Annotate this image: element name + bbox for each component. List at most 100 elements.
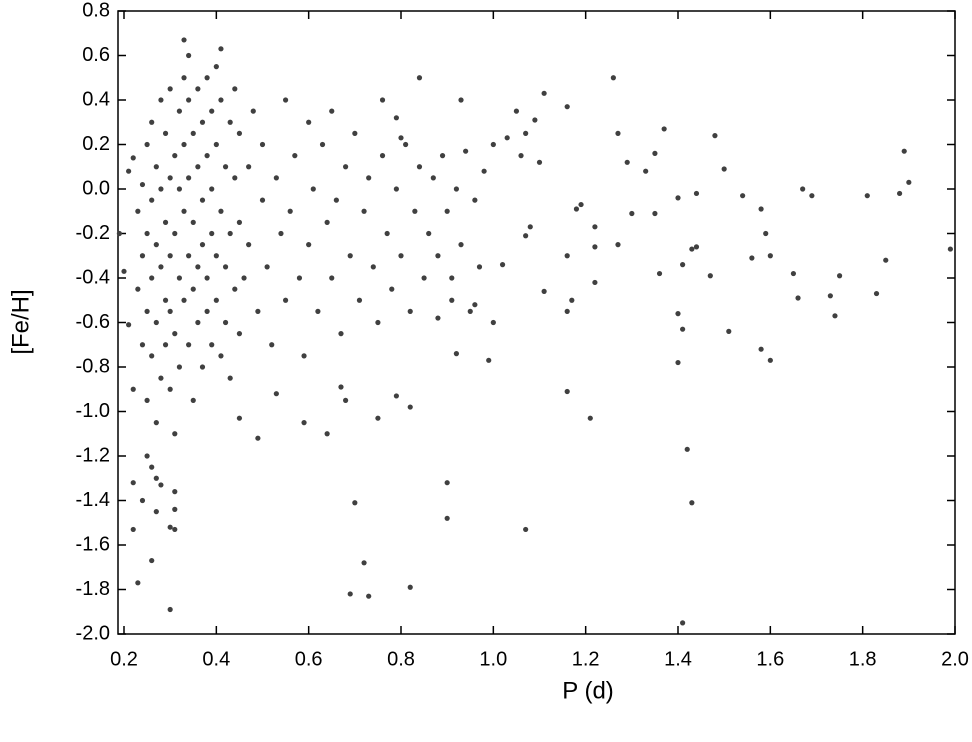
point	[158, 186, 164, 192]
point	[204, 308, 210, 314]
point	[430, 175, 436, 181]
point	[809, 193, 815, 199]
point	[153, 509, 159, 515]
y-tick-label: 0.8	[82, 0, 110, 21]
point	[444, 208, 450, 214]
point	[181, 141, 187, 148]
point	[347, 253, 353, 259]
point	[236, 130, 243, 136]
point	[149, 119, 155, 125]
point	[213, 141, 219, 148]
point	[167, 606, 173, 613]
point	[592, 244, 598, 250]
point	[218, 97, 224, 103]
point	[403, 141, 409, 148]
y-tick-label: 0.2	[82, 133, 110, 155]
point	[449, 275, 455, 281]
point	[158, 264, 164, 270]
y-tick-label: -0.4	[76, 266, 110, 288]
point	[144, 230, 150, 237]
point	[416, 164, 423, 170]
point	[176, 186, 183, 192]
x-tick-label: 0.4	[202, 648, 230, 670]
point	[523, 526, 529, 533]
point	[130, 480, 136, 486]
point	[347, 591, 353, 597]
point	[172, 526, 178, 533]
x-tick-label: 0.8	[387, 648, 415, 670]
point	[901, 148, 907, 154]
point	[624, 159, 630, 165]
point	[204, 75, 210, 81]
point	[393, 186, 399, 192]
point	[592, 224, 598, 230]
point	[158, 375, 164, 381]
y-tick-label: 0.0	[82, 177, 110, 199]
point	[130, 386, 136, 392]
point	[213, 64, 219, 70]
point	[167, 308, 173, 314]
y-tick-label: -1.8	[76, 578, 110, 600]
point	[790, 270, 797, 277]
point	[740, 193, 746, 199]
point	[176, 275, 183, 281]
point	[172, 153, 178, 159]
point	[144, 141, 150, 148]
point	[578, 201, 584, 208]
point	[370, 264, 376, 270]
point	[467, 308, 473, 314]
point	[689, 500, 695, 506]
point	[504, 135, 510, 141]
point	[186, 175, 192, 181]
point	[541, 90, 547, 96]
point	[176, 108, 183, 114]
point	[883, 257, 889, 263]
point	[536, 159, 543, 165]
point	[121, 268, 127, 274]
point	[564, 253, 570, 259]
point	[172, 331, 178, 337]
point	[195, 86, 201, 92]
point	[319, 141, 326, 148]
y-tick-label: 0.6	[82, 44, 110, 66]
point	[232, 286, 238, 292]
point	[126, 322, 132, 328]
point	[767, 357, 773, 363]
point	[486, 357, 492, 363]
point	[116, 230, 122, 237]
point	[767, 253, 773, 259]
point	[329, 275, 335, 281]
point	[222, 164, 229, 170]
point	[232, 175, 238, 181]
point	[569, 297, 575, 303]
point	[282, 297, 289, 303]
point	[172, 230, 178, 237]
point	[172, 431, 178, 437]
point	[758, 206, 764, 212]
point	[379, 153, 386, 159]
point	[273, 391, 279, 397]
point	[947, 246, 953, 252]
point	[476, 264, 483, 270]
point	[343, 164, 349, 170]
point	[149, 353, 155, 359]
point	[435, 315, 441, 321]
y-tick-label: -1.6	[76, 533, 110, 555]
point	[393, 115, 399, 121]
point	[181, 75, 187, 81]
point	[439, 153, 446, 159]
point	[282, 97, 289, 103]
y-axis-title: [Fe/H]	[7, 289, 34, 354]
point	[176, 364, 183, 370]
y-tick-label: 0.4	[82, 88, 110, 110]
x-tick-label: 0.6	[295, 648, 323, 670]
point	[532, 117, 538, 123]
point	[426, 230, 432, 237]
point	[227, 119, 233, 125]
point	[661, 126, 667, 132]
point	[795, 295, 801, 301]
point	[190, 397, 196, 403]
point	[712, 133, 718, 139]
point	[250, 108, 256, 114]
